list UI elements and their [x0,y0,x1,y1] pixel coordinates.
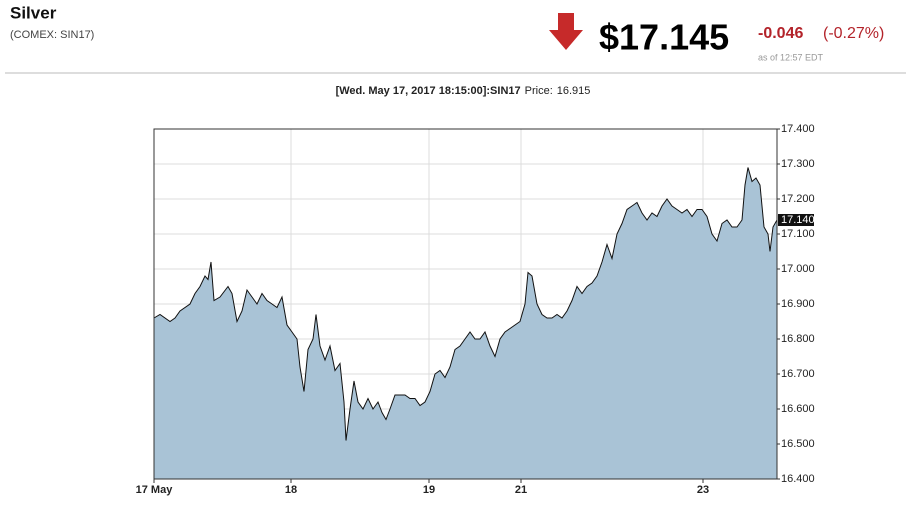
y-tick-label: 16.400 [781,473,815,485]
info-label: [Wed. May 17, 2017 18:15:00]:SIN17 [336,85,521,97]
y-tick-label: 17.200 [781,193,815,205]
info-price-label: Price: [525,85,553,97]
x-tick-label: 19 [423,484,435,496]
timestamp: as of 12:57 EDT [758,52,824,62]
y-tick-label: 16.800 [781,333,815,345]
info-line: [Wed. May 17, 2017 18:15:00]:SIN17 Price:… [336,85,591,97]
x-tick-label: 23 [697,484,709,496]
last-value-label: 17.140 [781,214,815,226]
x-tick-label: 18 [285,484,297,496]
y-tick-label: 17.400 [781,123,815,135]
y-tick-label: 16.600 [781,403,815,415]
x-tick-label: 21 [515,484,527,496]
down-arrow [549,13,583,50]
change: -0.046 [758,25,803,42]
y-tick-label: 16.900 [781,298,815,310]
area [154,167,777,479]
y-tick-label: 16.700 [781,368,815,380]
y-tick-label: 17.300 [781,158,815,170]
title: Silver [10,3,57,22]
change-pct: (-0.27%) [823,25,884,42]
y-tick-label: 16.500 [781,438,815,450]
line [153,167,778,441]
x-tick-label: 17 May [136,484,174,496]
info-price: 16.915 [557,85,591,97]
last-value-box [778,214,814,226]
y-tick-label: 17.000 [781,263,815,275]
y-tick-label: 17.100 [781,228,815,240]
price: $17.145 [599,17,729,58]
symbol: (COMEX: SIN17) [10,29,94,41]
